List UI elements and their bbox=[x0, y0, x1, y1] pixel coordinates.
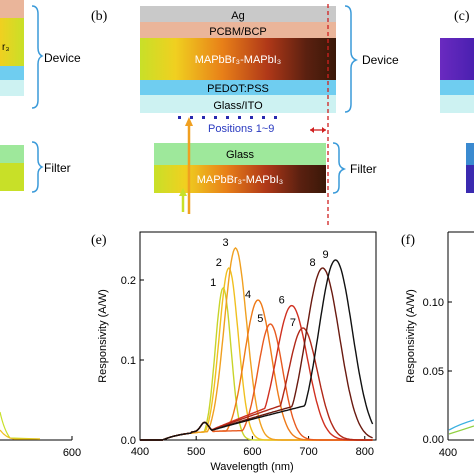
right-y-tick-0: 0.10 bbox=[423, 297, 444, 309]
series-label-6: 6 bbox=[279, 295, 285, 307]
series-line-5 bbox=[140, 323, 373, 441]
left-filter-brace bbox=[31, 141, 44, 193]
series-label-2: 2 bbox=[216, 257, 222, 269]
filter-brace bbox=[332, 142, 347, 194]
layer-ag bbox=[140, 6, 336, 22]
left-layer-text: r₃ bbox=[2, 42, 9, 53]
x-axis-label: Wavelength (nm) bbox=[210, 461, 293, 473]
device-label: Device bbox=[362, 53, 399, 67]
series-label-7: 7 bbox=[290, 317, 296, 329]
filter-label: Filter bbox=[350, 162, 377, 176]
y-tick-label: 0.2 bbox=[121, 275, 136, 287]
series-label-3: 3 bbox=[222, 237, 228, 249]
series-line-9 bbox=[140, 259, 374, 441]
x-tick-label: 500 bbox=[187, 446, 205, 458]
panel-label-b: (b) bbox=[91, 9, 108, 24]
layer-pedot bbox=[140, 80, 336, 95]
filter-stack: Glass MAPbBr₃-MAPbI₃ bbox=[154, 143, 326, 193]
series-label-8: 8 bbox=[310, 257, 316, 269]
filter-glass bbox=[154, 143, 326, 165]
layer-glass-ito-label: Glass/ITO bbox=[213, 100, 263, 112]
panel-label-c: (c) bbox=[454, 9, 470, 24]
left-device-label: Device bbox=[44, 51, 81, 65]
panel-label-e: (e) bbox=[91, 233, 107, 248]
left-plot-fragment: 600 bbox=[0, 411, 81, 459]
filter-perovskite-label: MAPbBr₃-MAPbI₃ bbox=[197, 174, 284, 186]
x-tick-label: 700 bbox=[299, 446, 317, 458]
layer-pedot-label: PEDOT:PSS bbox=[207, 83, 269, 95]
right-y-axis-label: Responsivity (A/W) bbox=[405, 289, 417, 383]
right-y-tick-2: 0.00 bbox=[423, 434, 444, 446]
device-stack: Ag PCBM/BCP MAPbBr₃-MAPbI₃ PEDOT:PSS Gla… bbox=[140, 6, 336, 113]
layer-perovskite bbox=[140, 38, 336, 80]
filter-perovskite bbox=[154, 165, 326, 193]
y-tick-label: 0.1 bbox=[121, 355, 136, 367]
positions-label: Positions 1~9 bbox=[208, 123, 274, 135]
filter-glass-label: Glass bbox=[226, 149, 255, 161]
series-label-5: 5 bbox=[257, 313, 263, 325]
series-line-7 bbox=[140, 327, 373, 441]
layer-perovskite-label: MAPbBr₃-MAPbI₃ bbox=[195, 54, 282, 66]
panel-label-f: (f) bbox=[401, 233, 415, 248]
x-tick-label: 600 bbox=[243, 446, 261, 458]
layer-ag-label: Ag bbox=[231, 10, 244, 22]
device-brace bbox=[344, 5, 359, 113]
layer-pcbm bbox=[140, 22, 336, 38]
right-x-tick: 400 bbox=[439, 447, 457, 459]
right-plot-fragment: 0.10 0.05 0.00 400 Responsivity (A/W) bbox=[405, 231, 474, 459]
layer-glass-ito bbox=[140, 95, 336, 113]
x-tick-label: 800 bbox=[356, 446, 374, 458]
y-tick-label: 0.0 bbox=[121, 435, 136, 447]
series-label-1: 1 bbox=[210, 277, 216, 289]
chart-frame bbox=[139, 231, 377, 441]
left-x-tick: 600 bbox=[63, 447, 81, 459]
x-tick-label: 400 bbox=[131, 446, 149, 458]
right-y-tick-1: 0.05 bbox=[423, 366, 444, 378]
left-device-brace bbox=[31, 5, 44, 109]
y-axis-label: Responsivity (A/W) bbox=[97, 289, 109, 383]
responsivity-chart: 400 500 600 700 800 0.0 0.1 0.2 123 45 67 89 Wavel… bbox=[97, 231, 377, 473]
series-label-4: 4 bbox=[245, 289, 251, 301]
left-device-fragment: r₃ Device Filter bbox=[0, 0, 81, 193]
left-filter-label: Filter bbox=[44, 161, 71, 175]
series-label-9: 9 bbox=[322, 249, 328, 261]
position-dots bbox=[178, 116, 277, 119]
layer-pcbm-label: PCBM/BCP bbox=[209, 26, 266, 38]
